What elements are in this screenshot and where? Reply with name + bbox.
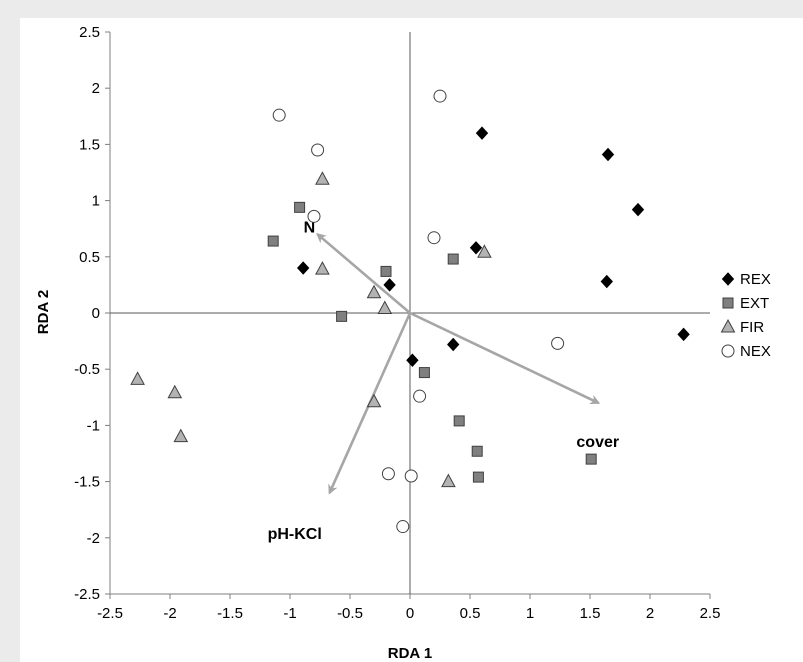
point-ext bbox=[294, 201, 306, 213]
point-nex bbox=[551, 336, 565, 350]
point-rex bbox=[600, 274, 613, 289]
point-fir bbox=[173, 428, 189, 443]
x-axis-title: RDA 1 bbox=[388, 645, 432, 662]
vector-label-cover: cover bbox=[576, 434, 619, 451]
legend-label-nex: NEX bbox=[740, 343, 771, 360]
point-fir bbox=[130, 371, 145, 385]
legend-marker-ext bbox=[722, 297, 734, 309]
x-tick-label: -2 bbox=[163, 605, 176, 622]
point-ext bbox=[447, 253, 459, 265]
point-rex bbox=[631, 202, 645, 217]
point-fir bbox=[366, 284, 382, 299]
point-nex bbox=[381, 467, 395, 481]
point-fir bbox=[441, 473, 456, 488]
x-tick-label: 0.5 bbox=[460, 605, 481, 622]
point-ext bbox=[267, 235, 279, 247]
x-tick-label: -1 bbox=[283, 605, 296, 622]
y-tick-label: 1.5 bbox=[79, 136, 100, 153]
y-tick-label: 0.5 bbox=[79, 249, 100, 266]
chart-panel: -2.5 -2 -1.5 -1 -0.5 0 0.5 1 1.5 2 2.5 2.5 2 1.5 1 0.5 0… bbox=[20, 18, 803, 662]
y-tick-label: -0.5 bbox=[74, 361, 100, 378]
legend-label-ext: EXT bbox=[740, 295, 769, 312]
legend-label-fir: FIR bbox=[740, 319, 764, 336]
legend-marker-nex bbox=[721, 344, 735, 358]
x-tick-label: -2.5 bbox=[97, 605, 123, 622]
legend: REX EXT FIR NEX bbox=[720, 271, 771, 360]
vector-arrow-cover bbox=[409, 311, 601, 405]
point-nex bbox=[272, 108, 286, 122]
point-nex bbox=[404, 469, 418, 483]
point-nex bbox=[307, 209, 321, 223]
point-nex bbox=[413, 389, 427, 403]
x-tick-label: 2.5 bbox=[700, 605, 721, 622]
point-fir bbox=[315, 171, 330, 185]
y-tick-label: -1.5 bbox=[74, 474, 100, 491]
y-tick-label: 0 bbox=[92, 305, 100, 322]
point-fir bbox=[377, 300, 393, 315]
point-fir bbox=[315, 261, 330, 275]
legend-marker-rex bbox=[721, 272, 735, 286]
point-fir bbox=[477, 244, 492, 258]
point-ext bbox=[418, 367, 430, 379]
y-tick-label: 1 bbox=[92, 193, 100, 210]
point-ext bbox=[380, 265, 392, 277]
point-rex bbox=[475, 126, 489, 140]
y-tick-label: -2 bbox=[87, 530, 100, 547]
point-ext bbox=[472, 471, 484, 483]
point-ext bbox=[453, 415, 465, 427]
point-fir bbox=[167, 384, 183, 399]
y-axis-title: RDA 2 bbox=[35, 290, 52, 334]
y-tick-label: 2 bbox=[92, 80, 100, 97]
tick-labels: -2.5 -2 -1.5 -1 -0.5 0 0.5 1 1.5 2 2.5 2.5 2 1.5 1 0.5 0… bbox=[74, 24, 720, 622]
point-nex bbox=[427, 231, 441, 245]
sample-points bbox=[130, 89, 690, 534]
x-tick-label: -0.5 bbox=[337, 605, 363, 622]
x-tick-label: 0 bbox=[406, 605, 414, 622]
rda-biplot: -2.5 -2 -1.5 -1 -0.5 0 0.5 1 1.5 2 2.5 2.5 2 1.5 1 0.5 0… bbox=[35, 24, 771, 662]
point-rex bbox=[469, 241, 483, 255]
point-rex bbox=[297, 261, 310, 275]
y-tick-label: -2.5 bbox=[74, 586, 100, 603]
y-tick-label: -1 bbox=[87, 417, 100, 434]
x-tick-label: 2 bbox=[646, 605, 654, 622]
point-fir bbox=[366, 393, 382, 408]
point-nex bbox=[311, 143, 325, 157]
vector-arrow-n bbox=[316, 233, 411, 314]
point-rex bbox=[677, 327, 690, 342]
point-ext bbox=[471, 445, 483, 457]
point-rex bbox=[601, 147, 615, 162]
legend-marker-fir bbox=[720, 318, 736, 333]
point-nex bbox=[396, 520, 410, 534]
point-rex bbox=[383, 278, 396, 292]
point-ext bbox=[585, 453, 597, 465]
vector-label-ph-kcl: pH-KCl bbox=[268, 526, 322, 543]
y-tick-label: 2.5 bbox=[79, 24, 100, 41]
point-ext bbox=[336, 310, 348, 322]
x-tick-label: 1 bbox=[526, 605, 534, 622]
x-tick-label: -1.5 bbox=[217, 605, 243, 622]
point-rex bbox=[447, 337, 460, 352]
legend-label-rex: REX bbox=[740, 271, 771, 288]
x-tick-label: 1.5 bbox=[580, 605, 601, 622]
point-nex bbox=[433, 89, 447, 103]
point-rex bbox=[406, 353, 419, 367]
vector-label-n: N bbox=[304, 219, 316, 236]
